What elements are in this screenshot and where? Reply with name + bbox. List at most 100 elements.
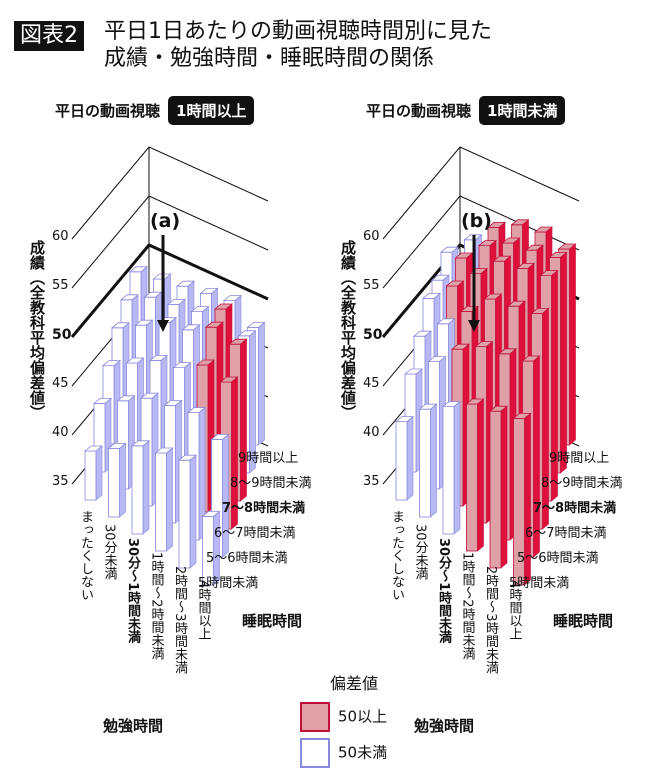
bar-top xyxy=(222,295,243,302)
bar-top xyxy=(195,359,216,366)
subtitle-prefix: 平日の動画視聴 xyxy=(55,102,161,120)
bar-top xyxy=(139,392,160,399)
study-category-label: 30分〜1時間未満 xyxy=(125,538,140,644)
sleep-axis-title: 睡眠時間 xyxy=(242,612,303,630)
y-tick-label: 55 xyxy=(52,278,69,293)
bar-side xyxy=(569,243,576,446)
bar-top xyxy=(474,341,494,348)
bar-top xyxy=(213,303,234,310)
bar-top xyxy=(548,251,568,258)
study-category-label: まったくしない xyxy=(78,510,93,601)
bar-top xyxy=(201,510,221,517)
bar-0-study5-sleep4 xyxy=(210,433,230,558)
bar-side xyxy=(551,269,558,502)
bar-side xyxy=(560,251,567,474)
bar-top xyxy=(539,270,559,277)
bar-top xyxy=(506,300,527,307)
bar-1-study0-sleep5 xyxy=(394,415,415,501)
y-axis-label: 成績（全教科平均偏差値） xyxy=(339,240,357,420)
bar-1-study5-sleep5 xyxy=(512,412,532,586)
bar-side xyxy=(477,398,484,552)
bar-top xyxy=(465,398,485,405)
bar-0-study5-sleep5 xyxy=(201,510,221,586)
bar-front xyxy=(489,410,502,569)
subtitle-badge: 1時間未満 xyxy=(479,96,566,125)
bar-top xyxy=(530,307,550,314)
bar-front xyxy=(419,408,431,518)
bar-top xyxy=(107,442,127,449)
bar-top xyxy=(166,298,187,305)
study-axis-title: 勉強時間 xyxy=(414,717,475,735)
bar-top xyxy=(521,355,541,362)
bar-top xyxy=(148,354,169,361)
bar-top xyxy=(421,292,442,299)
bar-top xyxy=(110,322,131,329)
bar-top xyxy=(228,338,248,345)
bar-1-study2-sleep5 xyxy=(441,400,462,535)
bar-top xyxy=(436,318,456,325)
sleep-category-label: 5時間未満 xyxy=(509,576,570,591)
bar-top xyxy=(125,357,145,364)
bar-top xyxy=(497,348,518,355)
bar-0-study4-sleep5 xyxy=(177,454,198,569)
bar-top xyxy=(119,294,140,301)
bar-side xyxy=(189,454,197,569)
legend-swatch-below xyxy=(300,738,330,768)
y-axis-label: 成績（全教科平均偏差値） xyxy=(28,240,46,420)
study-category-label: 1時間〜2時間未満 xyxy=(459,552,475,660)
bar-1-study4-sleep5 xyxy=(488,405,509,569)
bar-1-study3-sleep5 xyxy=(465,398,485,552)
bar-top xyxy=(492,255,512,262)
sleep-category-label: 5時間未満 xyxy=(198,576,259,591)
y-tick-label: 50 xyxy=(52,327,72,343)
bar-side xyxy=(430,403,437,518)
bar-top xyxy=(101,360,122,367)
bar-top xyxy=(430,274,451,281)
annotation-arrowhead xyxy=(468,320,480,332)
bar-top xyxy=(199,287,219,294)
bar-top xyxy=(128,266,149,273)
bar-top xyxy=(181,324,201,331)
bar-top xyxy=(533,226,554,233)
bar-0-study3-sleep5 xyxy=(154,447,174,552)
bar-top xyxy=(439,246,460,253)
sleep-category-label: 8〜9時間未満 xyxy=(541,476,623,491)
bar-top xyxy=(418,403,438,410)
sleep-axis-title: 睡眠時間 xyxy=(553,612,614,630)
sleep-category-label: 6〜7時間未満 xyxy=(525,526,607,541)
bar-top xyxy=(83,445,104,452)
bar-side xyxy=(119,442,126,518)
legend-swatch-above xyxy=(300,702,330,732)
study-category-label: 2時間〜3時間未満 xyxy=(172,566,187,674)
study-axis-title: 勉強時間 xyxy=(103,717,164,735)
y-tick-label: 35 xyxy=(52,474,69,489)
y-tick-label: 40 xyxy=(363,425,380,440)
bar-top xyxy=(163,399,183,406)
bar-top xyxy=(403,368,424,375)
legend-label-above: 50以上 xyxy=(338,707,388,726)
bar-top xyxy=(177,454,198,461)
legend: 偏差値 50以上 50未満 xyxy=(300,670,387,768)
bar-front xyxy=(442,406,455,535)
bar-top xyxy=(486,221,507,228)
bar-top xyxy=(510,219,530,226)
study-category-label: まったくしない xyxy=(389,510,404,601)
bar-0-study2-sleep5 xyxy=(130,440,151,535)
sleep-category-label: 6〜7時間未満 xyxy=(214,526,296,541)
bar-top xyxy=(488,405,509,412)
bar-front xyxy=(84,450,97,501)
bar-top xyxy=(394,416,415,423)
bar-side xyxy=(542,307,549,530)
bar-top xyxy=(116,395,136,402)
bar-top xyxy=(219,376,239,383)
annotation-label: (a) xyxy=(150,210,181,232)
bar-top xyxy=(515,262,536,269)
bar-top xyxy=(512,412,532,419)
sleep-category-label: 9時間以上 xyxy=(549,451,610,466)
bar-front xyxy=(395,421,408,501)
y-tick-label: 60 xyxy=(52,229,69,244)
study-category-label: 30分〜1時間未満 xyxy=(436,538,451,644)
annotation-label: (b) xyxy=(461,210,492,232)
bar-top xyxy=(427,356,447,363)
